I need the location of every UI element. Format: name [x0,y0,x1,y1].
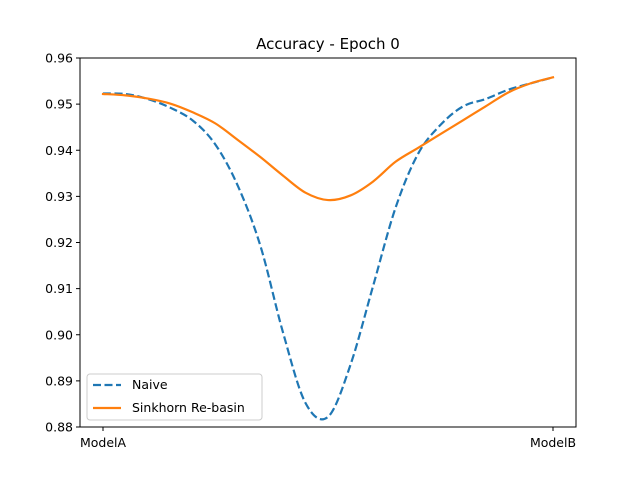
series-lines [101,76,555,421]
y-axis-ticks: 0.88 0.89 0.90 0.91 0.92 0.93 0.94 0.95 0.96 [45,51,80,435]
y-tick-label: 0.91 [45,281,73,296]
legend: Naive Sinkhorn Re-basin [86,373,263,421]
y-tick-label: 0.88 [45,420,73,435]
y-tick-label: 0.96 [45,51,73,66]
x-tick-label: ModelA [80,435,127,450]
y-tick-label: 0.95 [45,97,73,112]
legend-label-naive: Naive [132,377,168,392]
y-tick-label: 0.92 [45,235,73,250]
y-tick-label: 0.93 [45,189,73,204]
y-tick-label: 0.89 [45,373,73,388]
series-line-naive [102,76,554,421]
y-tick-label: 0.90 [45,327,73,342]
chart-title: Accuracy - Epoch 0 [256,35,400,53]
series-line-sinkhorn [101,76,555,202]
y-tick-label: 0.94 [45,143,73,158]
x-tick-label: ModelB [530,435,576,450]
legend-label-sinkhorn: Sinkhorn Re-basin [132,400,245,415]
axes-frame [79,57,577,428]
legend-box [86,373,263,421]
x-axis-ticks: ModelA ModelB [80,427,576,450]
